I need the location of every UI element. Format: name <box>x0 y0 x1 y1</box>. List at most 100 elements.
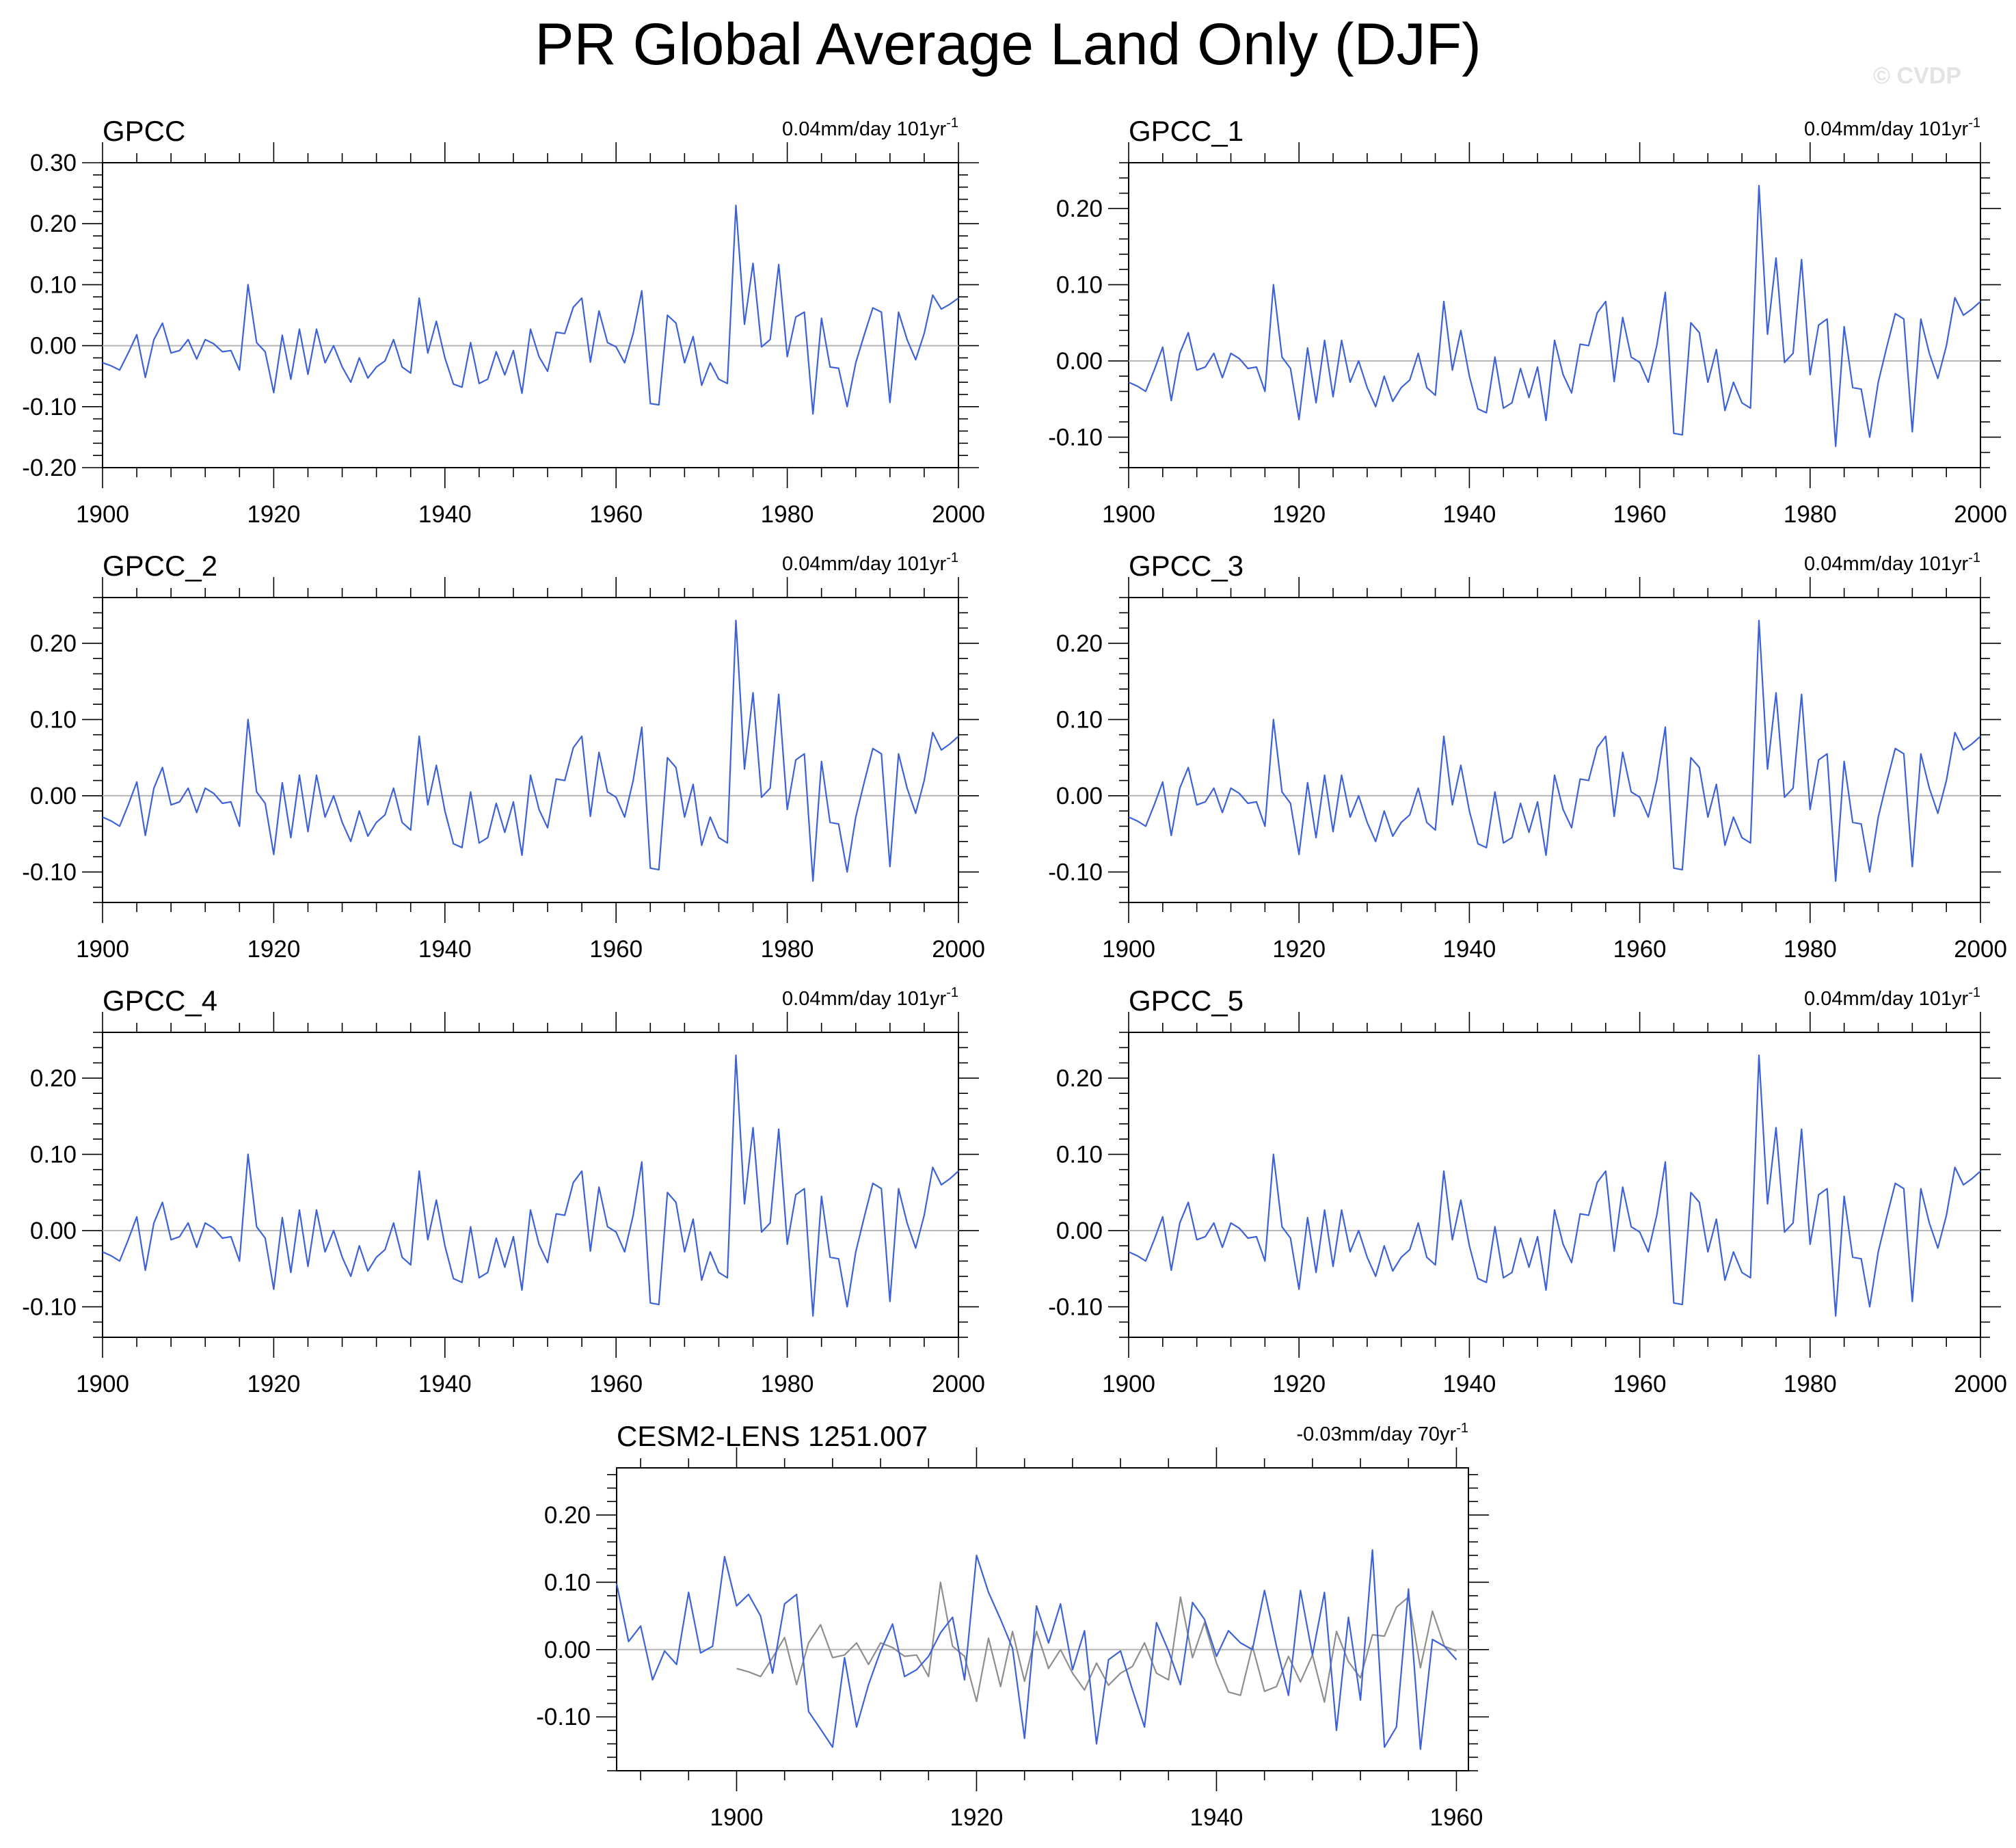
x-tick-label: 1920 <box>1272 1371 1326 1397</box>
series-line-gpcc-1 <box>1128 185 1981 447</box>
y-tick-label: 0.00 <box>30 783 77 809</box>
x-tick-label: 1960 <box>1613 1371 1667 1397</box>
x-tick-label: 1900 <box>76 936 129 963</box>
y-tick-label: 0.20 <box>30 1065 77 1092</box>
x-tick-label: 1960 <box>589 936 643 963</box>
y-tick-label: 0.20 <box>1056 1065 1103 1092</box>
plot-frame <box>1128 1032 1981 1338</box>
chart-panel-7: -0.10 0.00 0.10 0.20 1900 1920 1940 1960 CESM2-L… <box>536 1420 1489 1831</box>
series-line-cesm2-lens-1251-007 <box>615 1549 1457 1750</box>
y-tick-label: 0.10 <box>30 706 77 733</box>
trend-label: 0.04mm/day 101yr-1 <box>1804 550 1980 575</box>
x-tick-label: 1940 <box>1190 1804 1244 1831</box>
trend-label: 0.04mm/day 101yr-1 <box>1804 116 1980 140</box>
trend-label: 0.04mm/day 101yr-1 <box>782 985 958 1010</box>
y-tick-label: 0.10 <box>30 271 77 298</box>
y-tick-label: -0.10 <box>1048 424 1103 451</box>
x-tick-label: 1960 <box>589 1371 643 1397</box>
y-tick-label: -0.10 <box>22 394 77 420</box>
x-tick-label: 1980 <box>761 936 814 963</box>
x-tick-label: 2000 <box>932 936 985 963</box>
chart-panel-6: -0.10 0.00 0.10 0.20 1900 1920 1940 1960 1980 200… <box>1048 985 2007 1397</box>
chart-panel-1: -0.20 -0.10 0.00 0.10 0.20 0.30 1900 1920 1940 19… <box>22 115 985 528</box>
x-tick-label: 2000 <box>1954 501 2007 528</box>
y-tick-label: 0.20 <box>30 630 77 657</box>
plot-frame <box>1128 597 1981 903</box>
trend-label: 0.04mm/day 101yr-1 <box>782 550 958 575</box>
series-line-gpcc-5 <box>1128 1054 1981 1317</box>
panel-title: CESM2-LENS 1251.007 <box>617 1420 928 1452</box>
figure-title: PR Global Average Land Only (DJF) <box>535 12 1481 77</box>
x-tick-label: 1940 <box>418 936 472 963</box>
x-tick-label: 1960 <box>1613 501 1667 528</box>
panel-title: GPCC_2 <box>103 550 217 582</box>
x-tick-label: 1900 <box>1102 501 1155 528</box>
x-tick-label: 1900 <box>1102 936 1155 963</box>
x-tick-label: 1920 <box>247 936 300 963</box>
y-tick-label: 0.10 <box>544 1569 591 1596</box>
x-tick-label: 1940 <box>1442 501 1496 528</box>
x-tick-label: 1920 <box>247 501 300 528</box>
plot-frame <box>1128 162 1981 468</box>
x-tick-label: 1980 <box>1784 936 1837 963</box>
trend-label: -0.03mm/day 70yr-1 <box>1297 1421 1469 1445</box>
series-line-gpcc-4 <box>102 1054 959 1317</box>
x-tick-label: 2000 <box>1954 1371 2007 1397</box>
y-tick-label: 0.00 <box>1056 348 1103 375</box>
x-tick-label: 1940 <box>418 1371 472 1397</box>
x-tick-label: 1980 <box>761 1371 814 1397</box>
chart-panel-2: -0.10 0.00 0.10 0.20 1900 1920 1940 1960 1980 200… <box>1048 115 2007 528</box>
plot-frame <box>616 1467 1469 1771</box>
y-tick-label: -0.10 <box>536 1704 591 1730</box>
plot-frame <box>102 597 959 903</box>
panel-title: GPCC <box>103 115 185 147</box>
x-tick-label: 1980 <box>1784 501 1837 528</box>
y-tick-label: 0.20 <box>544 1502 591 1529</box>
panel-title: GPCC_3 <box>1129 550 1244 582</box>
x-tick-label: 1920 <box>1272 501 1326 528</box>
x-tick-label: 1940 <box>1442 936 1496 963</box>
y-tick-label: 0.00 <box>30 1218 77 1244</box>
panel-title: GPCC_1 <box>1129 115 1244 147</box>
trend-label: 0.04mm/day 101yr-1 <box>1804 985 1980 1010</box>
y-tick-label: -0.20 <box>22 455 77 481</box>
y-tick-label: 0.10 <box>1056 706 1103 733</box>
x-tick-label: 1980 <box>1784 1371 1837 1397</box>
x-tick-label: 1920 <box>950 1804 1004 1831</box>
x-tick-label: 1920 <box>1272 936 1326 963</box>
series-line-gpcc <box>736 1581 1457 1703</box>
series-line-gpcc-3 <box>1128 619 1981 882</box>
y-tick-label: -0.10 <box>22 859 77 885</box>
x-tick-label: 1900 <box>710 1804 764 1831</box>
y-tick-label: 0.10 <box>1056 1141 1103 1168</box>
chart-panel-3: -0.10 0.00 0.10 0.20 1900 1920 1940 1960 1980 200… <box>22 550 985 963</box>
x-tick-label: 2000 <box>932 501 985 528</box>
x-tick-label: 1960 <box>1613 936 1667 963</box>
x-tick-label: 1980 <box>761 501 814 528</box>
chart-panel-4: -0.10 0.00 0.10 0.20 1900 1920 1940 1960 1980 200… <box>1048 550 2007 963</box>
x-tick-label: 2000 <box>1954 936 2007 963</box>
series-line-gpcc <box>102 204 959 415</box>
series-line-gpcc-2 <box>102 619 959 882</box>
y-tick-label: 0.30 <box>30 150 77 176</box>
y-tick-label: 0.10 <box>30 1141 77 1168</box>
y-tick-label: -0.10 <box>22 1294 77 1320</box>
x-tick-label: 1960 <box>1430 1804 1483 1831</box>
x-tick-label: 1940 <box>1442 1371 1496 1397</box>
panel-title: GPCC_5 <box>1129 985 1244 1017</box>
y-tick-label: 0.20 <box>30 211 77 237</box>
x-tick-label: 1960 <box>589 501 643 528</box>
x-tick-label: 2000 <box>932 1371 985 1397</box>
trend-label: 0.04mm/day 101yr-1 <box>782 116 958 140</box>
y-tick-label: -0.10 <box>1048 859 1103 885</box>
y-tick-label: 0.00 <box>544 1637 591 1663</box>
plot-frame <box>102 1032 959 1338</box>
chart-panel-5: -0.10 0.00 0.10 0.20 1900 1920 1940 1960 1980 200… <box>22 985 985 1397</box>
y-tick-label: 0.00 <box>30 333 77 360</box>
x-tick-label: 1900 <box>1102 1371 1155 1397</box>
plot-frame <box>102 162 959 468</box>
y-tick-label: 0.20 <box>1056 630 1103 657</box>
y-tick-label: 0.00 <box>1056 1218 1103 1244</box>
y-tick-label: -0.10 <box>1048 1294 1103 1320</box>
